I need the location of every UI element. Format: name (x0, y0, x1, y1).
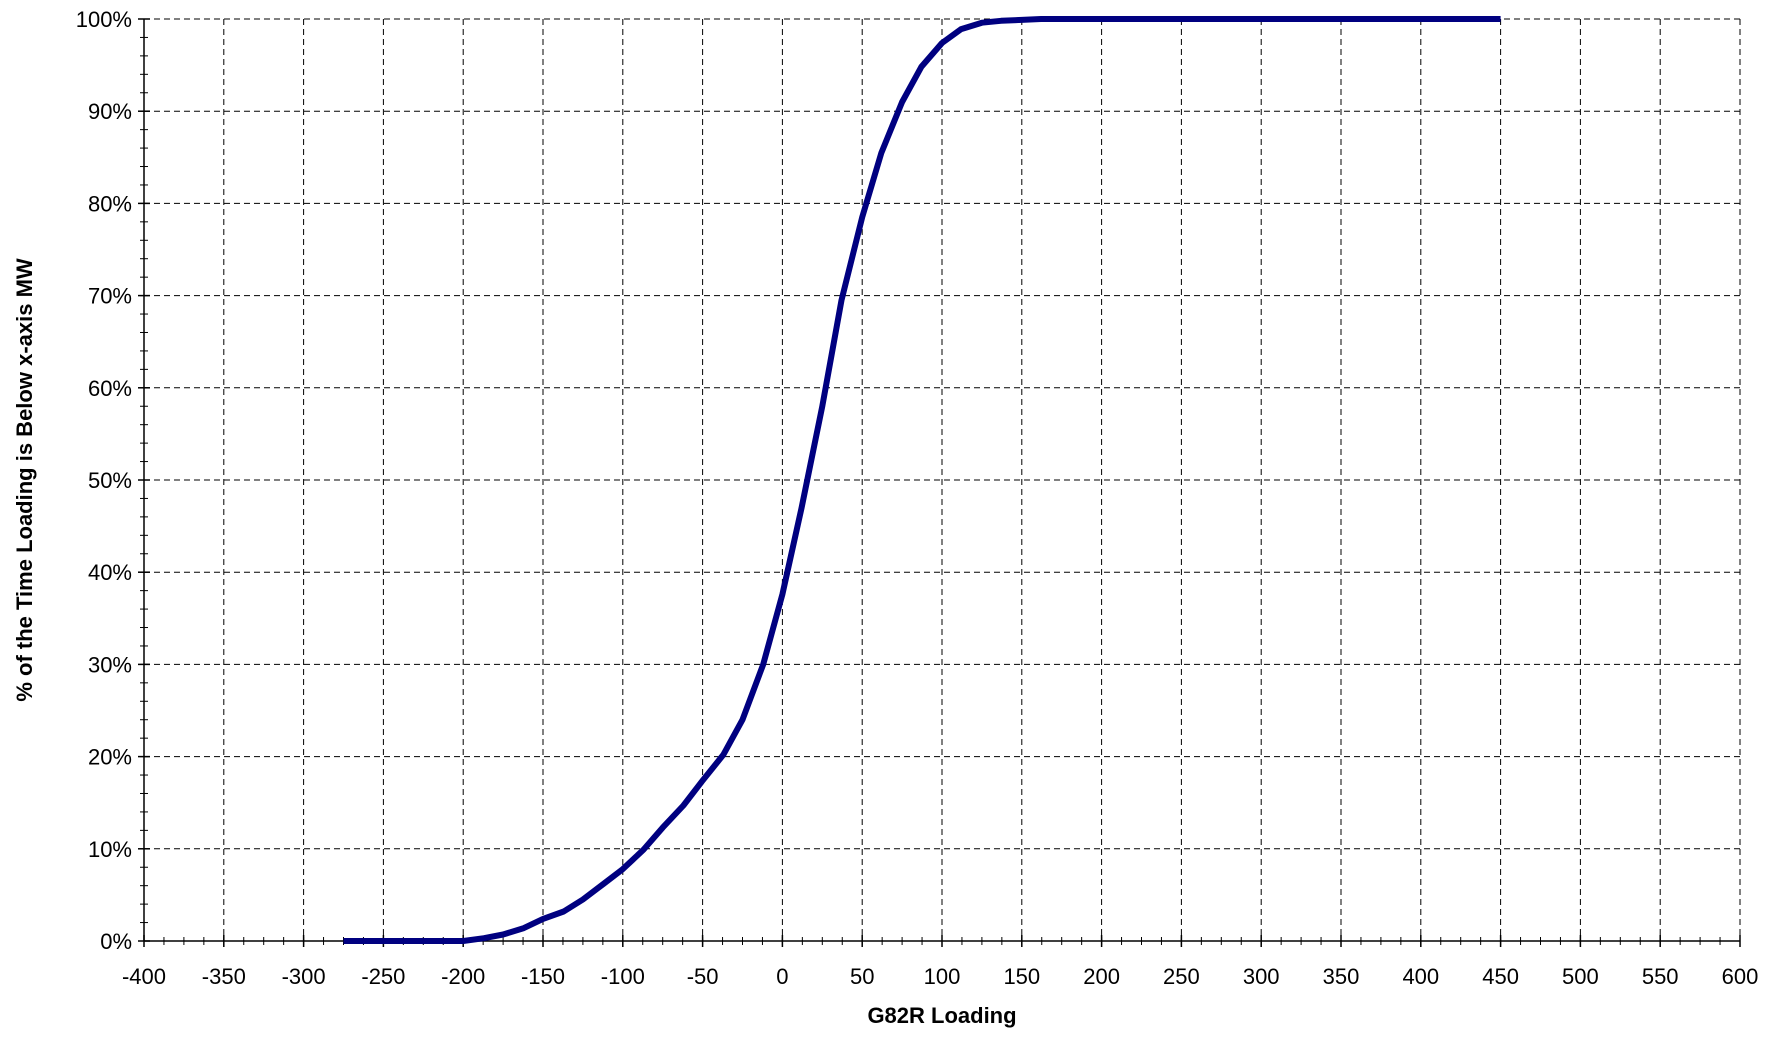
y-tick-label: 10% (88, 837, 132, 862)
x-axis-title: G82R Loading (867, 1003, 1016, 1028)
x-tick-label: -200 (441, 964, 485, 989)
y-tick-label: 0% (100, 929, 132, 954)
x-tick-label: 550 (1642, 964, 1679, 989)
x-tick-label: 50 (850, 964, 874, 989)
x-tick-label: 150 (1003, 964, 1040, 989)
series-line (343, 16, 1501, 944)
y-tick-label: 80% (88, 191, 132, 216)
axes (138, 18, 1741, 947)
x-tick-label: -350 (202, 964, 246, 989)
x-tick-label: -250 (361, 964, 405, 989)
y-tick-label: 90% (88, 99, 132, 124)
tick-labels: -400 -350 -300 -250 -200 -150 -100 -50 0 50 100 150… (76, 7, 1759, 989)
x-tick-label: -50 (687, 964, 719, 989)
x-tick-label: 500 (1562, 964, 1599, 989)
x-tick-label: 250 (1163, 964, 1200, 989)
grid (144, 18, 1741, 941)
x-tick-label: 200 (1083, 964, 1120, 989)
x-tick-label: 350 (1323, 964, 1360, 989)
x-tick-label: 400 (1402, 964, 1439, 989)
x-tick-label: 450 (1482, 964, 1519, 989)
y-axis-title: % of the Time Loading is Below x-axis MW (12, 258, 37, 702)
minor-ticks (140, 18, 1741, 945)
x-tick-label: -400 (122, 964, 166, 989)
series-layer (343, 16, 1501, 944)
y-tick-label: 50% (88, 468, 132, 493)
x-tick-label: 600 (1722, 964, 1759, 989)
x-tick-label: 0 (776, 964, 788, 989)
y-tick-label: 30% (88, 652, 132, 677)
x-tick-label: 100 (924, 964, 961, 989)
y-tick-label: 100% (76, 7, 132, 32)
x-tick-label: 300 (1243, 964, 1280, 989)
x-tick-label: -150 (521, 964, 565, 989)
y-tick-label: 20% (88, 745, 132, 770)
y-tick-label: 60% (88, 376, 132, 401)
y-tick-label: 70% (88, 284, 132, 309)
x-tick-label: -100 (601, 964, 645, 989)
x-tick-label: -300 (282, 964, 326, 989)
y-tick-label: 40% (88, 560, 132, 585)
